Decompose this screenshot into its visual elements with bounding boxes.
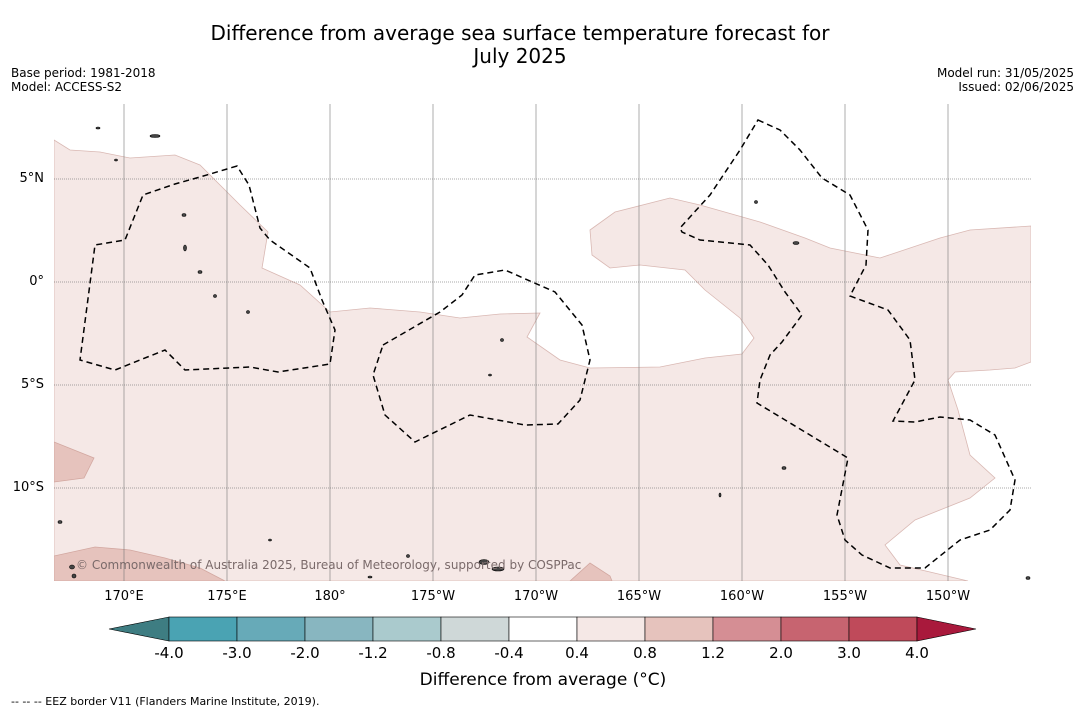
- colorbar-segment: [780, 616, 850, 642]
- islands: [57, 126, 1031, 580]
- map-layers: [54, 104, 1031, 581]
- cbar-tick: -4.0: [154, 644, 184, 662]
- colorbar-segment: [644, 616, 714, 642]
- anomaly-region-0.4-0.8: [54, 139, 1031, 581]
- lon-label-175e: 175°E: [207, 589, 247, 604]
- lon-label-165w: 165°W: [616, 589, 662, 604]
- meta-left: Base period: 1981-2018 Model: ACCESS-S2: [11, 66, 156, 94]
- colorbar-extend-high: [916, 616, 977, 642]
- base-period: Base period: 1981-2018: [11, 66, 156, 80]
- graticule-longitude: [123, 104, 949, 581]
- cbar-tick: -0.4: [494, 644, 524, 662]
- copyright-notice: © Commonwealth of Australia 2025, Bureau…: [76, 558, 582, 572]
- lon-label-160w: 160°W: [719, 589, 765, 604]
- model-run: Model run: 31/05/2025: [936, 66, 1074, 80]
- colorbar-segment: [168, 616, 238, 642]
- lon-label-170w: 170°W: [513, 589, 559, 604]
- colorbar-segment: [372, 616, 442, 642]
- colorbar-segment: [712, 616, 782, 642]
- colorbar-segment: [508, 616, 578, 642]
- colorbar-segment: [848, 616, 918, 642]
- cbar-tick: 4.0: [905, 644, 929, 662]
- issued-date: Issued: 02/06/2025: [958, 80, 1074, 94]
- lon-label-150w: 150°W: [925, 589, 971, 604]
- lon-label-170e: 170°E: [104, 589, 144, 604]
- cbar-tick: 1.2: [701, 644, 725, 662]
- anomaly-region-0.8-1.2-west: [54, 441, 95, 483]
- lat-label-5n: 5°N: [19, 171, 45, 186]
- cbar-tick: -2.0: [290, 644, 320, 662]
- cbar-tick: 3.0: [837, 644, 861, 662]
- colorbar-label: Difference from average (°C): [419, 670, 667, 690]
- eez-phoenix: [372, 269, 591, 443]
- cbar-tick: -0.8: [426, 644, 456, 662]
- cbar-tick: 2.0: [769, 644, 793, 662]
- colorbar-segment: [304, 616, 374, 642]
- eez-legend-note: -- -- -- EEZ border V11 (Flanders Marine…: [11, 695, 320, 708]
- colorbar-segment: [576, 616, 646, 642]
- eez-line-islands: [679, 119, 1016, 569]
- map-title: Difference from average sea surface temp…: [170, 22, 870, 68]
- model-name: Model: ACCESS-S2: [11, 80, 123, 94]
- cbar-tick: -1.2: [358, 644, 388, 662]
- cbar-tick: 0.4: [565, 644, 589, 662]
- title-line-2: July 2025: [473, 44, 567, 68]
- eez-kiribati-gilbert: [79, 165, 336, 373]
- colorbar-extend-low: [108, 616, 170, 642]
- cbar-tick: 0.8: [633, 644, 657, 662]
- graticule-latitude: [54, 178, 1031, 489]
- title-line-1: Difference from average sea surface temp…: [210, 21, 830, 45]
- cbar-tick: -3.0: [222, 644, 252, 662]
- lon-label-180: 180°: [314, 589, 346, 604]
- colorbar-segment: [440, 616, 510, 642]
- lat-label-5s: 5°S: [20, 377, 44, 392]
- meta-right: Model run: 31/05/2025 Issued: 02/06/2025: [937, 66, 1074, 94]
- lat-label-10s: 10°S: [12, 480, 44, 495]
- lat-label-0: 0°: [29, 274, 44, 289]
- colorbar-segment: [236, 616, 306, 642]
- eez-borders: [79, 119, 1016, 569]
- lon-label-175w: 175°W: [410, 589, 456, 604]
- anomaly-region-0.8-1.2-southwest: [54, 546, 226, 581]
- anomaly-region-0.8-1.2-south: [569, 562, 613, 581]
- lon-label-155w: 155°W: [822, 589, 868, 604]
